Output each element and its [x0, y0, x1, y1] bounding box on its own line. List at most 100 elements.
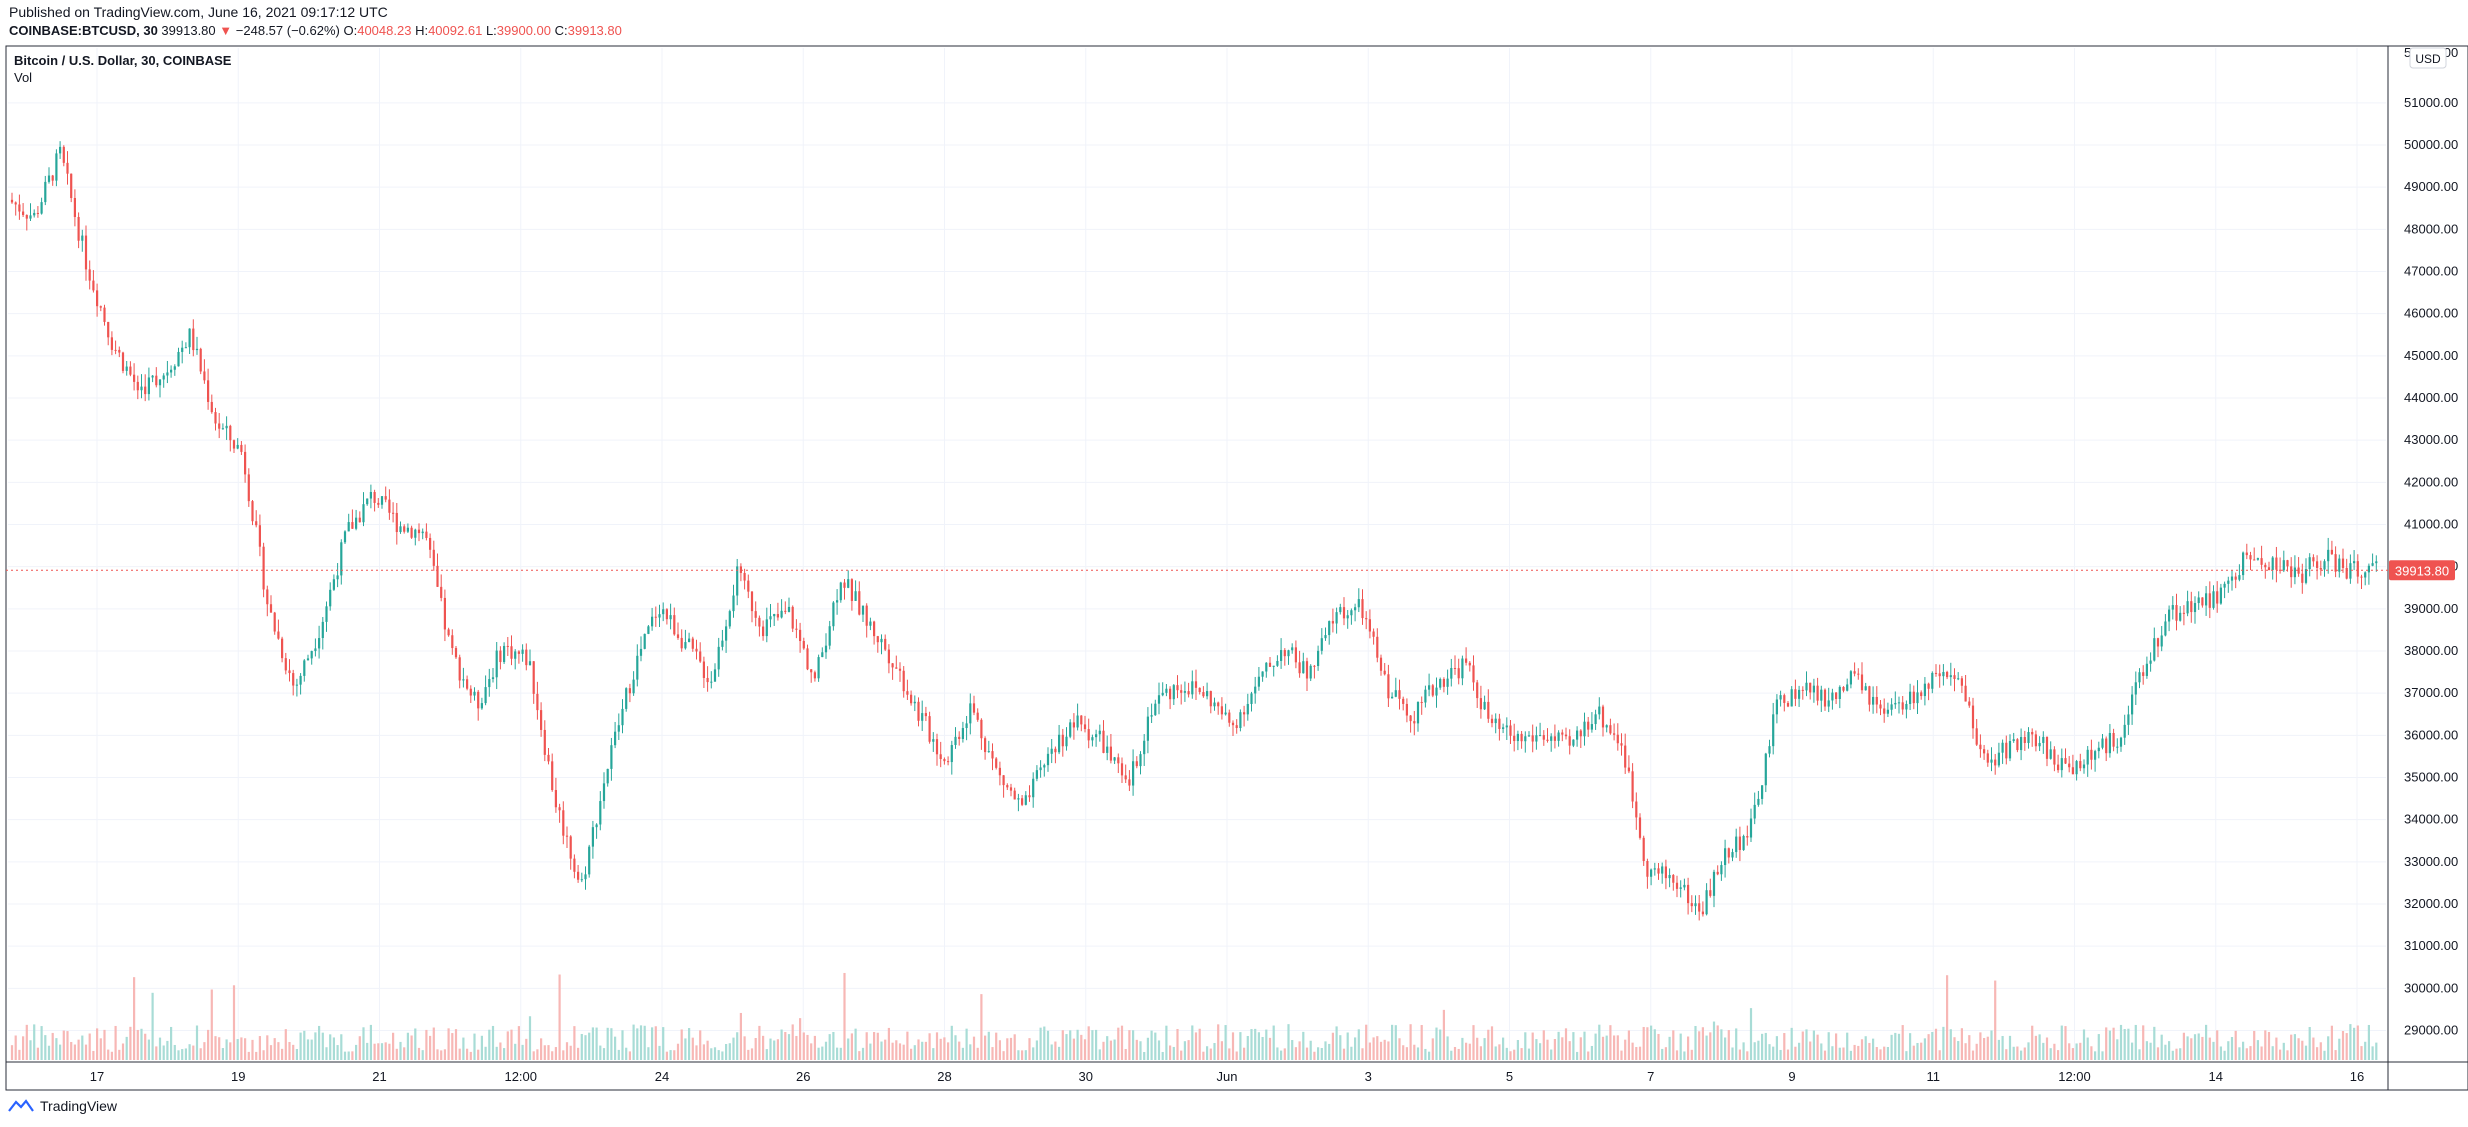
candle-body — [1879, 704, 1882, 709]
price-tick-label: 31000.00 — [2404, 938, 2458, 953]
candlesticks — [10, 141, 2378, 921]
volume-bar — [2071, 1048, 2074, 1060]
candle-body — [2142, 672, 2145, 676]
candle-body — [2112, 733, 2115, 747]
volume-bar — [517, 1026, 520, 1060]
candle-body — [928, 716, 931, 742]
volume-bar — [1054, 1041, 1057, 1060]
volume-bar — [1605, 1035, 1608, 1060]
candle-body — [2286, 560, 2289, 567]
volume-bar — [684, 1038, 687, 1060]
volume-bar — [2119, 1024, 2123, 1060]
volume-bar — [869, 1043, 872, 1060]
candle-body — [1398, 690, 1401, 699]
volume-bar — [1820, 1043, 1823, 1060]
volume-bar — [2319, 1042, 2322, 1060]
candle-body — [499, 650, 502, 663]
volume-bar — [1368, 1042, 1371, 1060]
candle-body — [1842, 686, 1845, 691]
candle-body — [1494, 718, 1497, 724]
candle-body — [1505, 725, 1508, 728]
symbol-label[interactable]: COINBASE:BTCUSD, 30 — [9, 23, 158, 38]
volume-bar — [343, 1051, 347, 1060]
volume-bar — [1453, 1046, 1457, 1060]
volume-bar — [1298, 1041, 1301, 1060]
currency-badge[interactable]: USD — [2409, 47, 2447, 69]
volume-bar — [1490, 1026, 1494, 1060]
candle-body — [1006, 785, 1009, 788]
candle-body — [2205, 593, 2208, 606]
volume-bar — [1613, 1035, 1616, 1060]
candle-body — [2360, 576, 2363, 578]
volume-bar — [1416, 1047, 1420, 1060]
volume-bar — [2049, 1048, 2052, 1060]
volume-bar — [29, 1040, 32, 1060]
volume-bar — [2012, 1046, 2015, 1060]
volume-bar — [2304, 1045, 2308, 1060]
candle-body — [1050, 748, 1053, 754]
volume-bar — [306, 1039, 310, 1060]
volume-bar — [1028, 1038, 1031, 1060]
candle-body — [1546, 739, 1549, 741]
candle-body — [1313, 665, 1316, 667]
candle-body — [447, 629, 450, 636]
volume-bar — [133, 977, 136, 1060]
volume-bar — [1106, 1036, 1109, 1060]
candle-body — [1416, 702, 1420, 724]
volume-bar — [1997, 1039, 2000, 1060]
volume-bar — [2090, 1046, 2093, 1060]
volume-bar — [728, 1043, 731, 1060]
candle-body — [1823, 689, 1827, 707]
candle-body — [1920, 692, 1923, 697]
candle-body — [554, 789, 557, 808]
volume-bar — [747, 1049, 750, 1060]
volume-bar — [2086, 1037, 2089, 1060]
volume-bar — [1209, 1048, 1212, 1060]
volume-bar — [691, 1037, 694, 1060]
candle-body — [1620, 743, 1623, 746]
candle-body — [299, 675, 302, 685]
volume-bar — [2316, 1047, 2319, 1060]
candle-body — [170, 369, 173, 373]
volume-bar — [554, 1047, 557, 1060]
candle-body — [1157, 695, 1161, 704]
candle-body — [954, 736, 957, 746]
candle-body — [1627, 767, 1630, 772]
volume-bar — [2164, 1044, 2167, 1060]
candle-body — [584, 874, 587, 880]
volume-bar — [321, 1032, 324, 1060]
volume-bar — [1853, 1044, 1856, 1060]
candle-body — [2208, 593, 2211, 608]
price-axis[interactable]: 29000.00 30000.00 31000.00 32000.00 33000.00… — [2404, 95, 2458, 1038]
candle-body — [469, 688, 472, 696]
volume-bar — [1287, 1024, 1290, 1060]
candle-body — [1635, 801, 1638, 818]
candle-body — [610, 745, 613, 769]
candle-body — [2356, 561, 2359, 577]
volume-bars — [10, 972, 2378, 1060]
volume-bar — [1764, 1032, 1767, 1060]
footer-brand[interactable]: TradingView — [8, 1098, 117, 1114]
candle-body — [2016, 739, 2019, 751]
candle-body — [2341, 558, 2345, 568]
volume-bar — [1372, 1037, 1375, 1060]
volume-bar — [606, 1027, 609, 1060]
volume-bar — [162, 1045, 165, 1060]
volume-bar — [699, 1030, 702, 1060]
volume-bar — [913, 1045, 916, 1060]
candle-body — [1509, 725, 1512, 736]
candle-body — [1864, 686, 1867, 691]
candle-body — [1032, 778, 1035, 798]
volume-bar — [1461, 1037, 1464, 1060]
candle-body — [1550, 736, 1553, 741]
volume-bar — [33, 1024, 36, 1060]
candle-body — [713, 669, 717, 682]
candle-body — [1431, 685, 1434, 696]
time-axis[interactable]: 17 19 21 12:00 24 26 28 30 Jun 3 5 7 9 11 12:00 14 16 — [90, 1069, 2364, 1084]
volume-bar — [1687, 1036, 1690, 1060]
candle-body — [543, 729, 546, 755]
chart-frame — [5, 45, 2468, 1091]
volume-bar — [2127, 1028, 2130, 1060]
volume-bar — [1083, 1039, 1087, 1060]
